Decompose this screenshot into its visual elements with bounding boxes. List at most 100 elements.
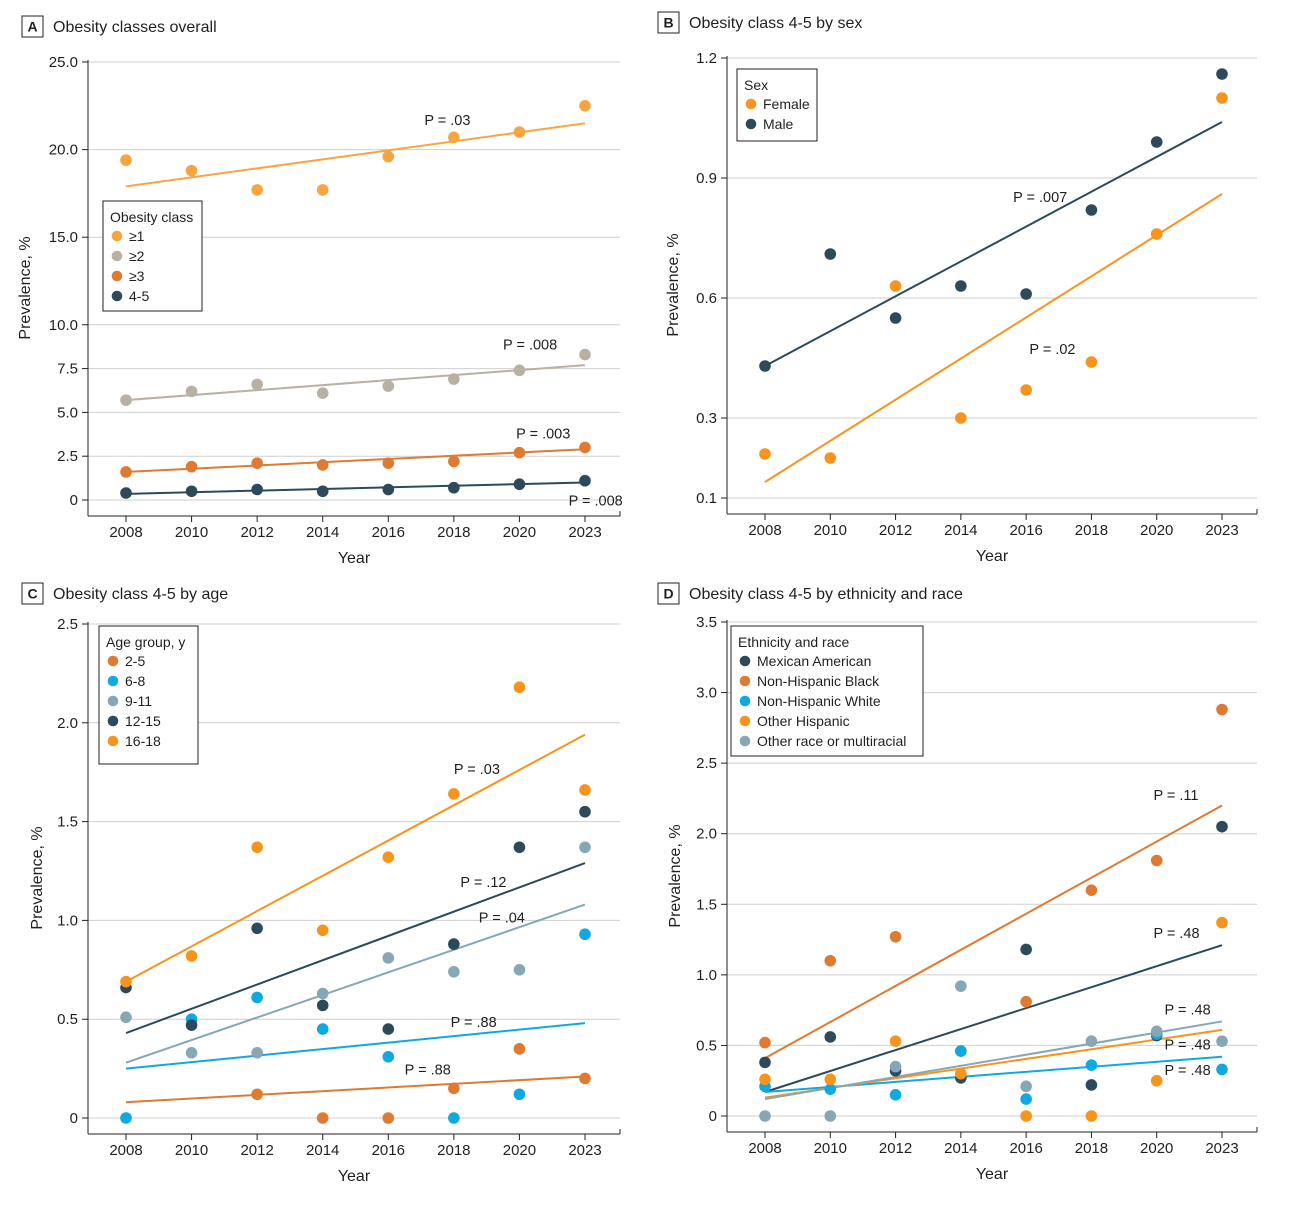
legend-entry: Non-Hispanic Black	[757, 673, 880, 689]
data-point	[448, 455, 460, 468]
data-point	[251, 1088, 263, 1101]
data-point	[513, 126, 526, 138]
data-point	[889, 1060, 902, 1073]
data-point	[759, 1073, 771, 1086]
data-point	[824, 954, 837, 967]
data-point	[824, 1073, 837, 1086]
x-tick-label: 2010	[175, 1142, 208, 1159]
data-point	[185, 950, 198, 962]
legend-entry: Mexican American	[757, 653, 871, 669]
data-point	[251, 922, 263, 935]
x-tick-label: 2020	[503, 1142, 536, 1159]
x-tick-label: 2018	[437, 1142, 470, 1159]
y-tick-label: 0.5	[57, 1011, 78, 1028]
trend-line-0	[764, 944, 1223, 1093]
data-point	[1085, 1035, 1098, 1047]
trend-line-1	[125, 1022, 586, 1070]
data-point	[316, 999, 329, 1012]
panel-b: B Obesity class 4-5 by sex 0.1 0.3 0.6 0.9 1.2…	[657, 11, 1258, 565]
y-tick-label: 2.0	[57, 715, 78, 732]
x-tick-label: 2014	[306, 524, 339, 541]
data-point	[251, 841, 263, 854]
data-point	[120, 1011, 132, 1024]
legend-title: Age group, y	[106, 634, 185, 650]
trend-line-2	[125, 448, 586, 473]
legend-box	[98, 625, 199, 765]
legend-entry: Other race or multiracial	[757, 733, 906, 749]
data-point	[316, 485, 329, 498]
data-point	[382, 1023, 395, 1035]
legend-marker	[107, 675, 119, 687]
y-axis-title: Prevalence, %	[29, 826, 46, 929]
data-point	[824, 1031, 837, 1043]
data-point	[513, 681, 526, 694]
data-point	[1216, 1035, 1228, 1047]
data-point	[448, 1082, 460, 1095]
y-tick-label: 25.0	[49, 54, 78, 71]
y-tick-label: 1.5	[696, 896, 717, 913]
data-point	[1150, 1025, 1163, 1038]
data-point	[579, 784, 591, 796]
legend: Sex Female Male	[736, 68, 818, 142]
panel-c: C Obesity class 4-5 by age 0 0.5 1.0 1.5 2.0 2.…	[21, 582, 621, 1185]
data-point	[579, 474, 591, 487]
legend-marker	[111, 290, 123, 302]
data-point	[1020, 384, 1032, 396]
panel-letter-box	[21, 582, 44, 605]
p-value-label: P = .12	[460, 875, 506, 891]
trend-line-0	[125, 122, 586, 188]
trend-line-2	[125, 903, 586, 1064]
data-point	[759, 360, 771, 372]
x-tick-label: 2018	[1075, 522, 1108, 539]
legend-entry: 16-18	[125, 733, 161, 749]
data-point	[251, 991, 263, 1004]
x-tick-label: 2023	[1205, 522, 1238, 539]
data-point	[1085, 884, 1098, 896]
legend-entry: 9-11	[125, 693, 152, 709]
data-point	[513, 1088, 526, 1101]
p-value-label: P = .11	[1153, 788, 1198, 804]
p-value-label: P = .48	[1165, 1063, 1211, 1079]
p-value-label: P = .008	[569, 493, 623, 509]
p-value-label: P = .03	[454, 762, 500, 778]
data-point	[1216, 68, 1228, 80]
data-point	[955, 1045, 967, 1057]
data-point	[1150, 854, 1163, 867]
data-point	[1020, 995, 1032, 1008]
legend-marker	[111, 230, 123, 242]
legend-marker	[111, 270, 123, 282]
y-tick-label: 10.0	[49, 317, 78, 334]
y-tick-label: 0	[709, 1108, 717, 1125]
p-value-label: P = .04	[479, 910, 525, 926]
legend-marker	[739, 735, 751, 747]
data-point	[1150, 228, 1163, 240]
data-point	[382, 952, 395, 964]
data-point	[1085, 204, 1098, 216]
x-tick-label: 2014	[306, 1142, 339, 1159]
panel-letter-box	[657, 11, 680, 34]
legend-entry: Non-Hispanic White	[757, 693, 881, 709]
x-tick-label: 2023	[568, 524, 601, 541]
data-point	[579, 1072, 591, 1085]
trend-line-1	[764, 804, 1223, 1060]
data-point	[316, 1023, 329, 1035]
data-point	[1216, 92, 1228, 104]
data-point	[513, 446, 526, 459]
legend-marker	[745, 118, 757, 130]
data-point	[1216, 1063, 1228, 1076]
x-tick-label: 2016	[372, 1142, 405, 1159]
data-point	[1150, 1074, 1163, 1087]
data-point	[448, 373, 460, 385]
legend-marker	[739, 715, 751, 727]
data-point	[824, 452, 837, 464]
y-tick-label: 2.5	[696, 755, 717, 772]
legend-entry: 2-5	[125, 653, 145, 669]
y-tick-label: 3.5	[696, 614, 717, 631]
data-point	[316, 1112, 329, 1124]
p-value-label: P = .48	[1165, 1002, 1211, 1018]
y-tick-label: 0	[70, 1110, 78, 1127]
data-point	[1085, 1110, 1098, 1122]
x-tick-label: 2018	[437, 524, 470, 541]
data-point	[759, 1036, 771, 1049]
data-point	[513, 964, 526, 976]
